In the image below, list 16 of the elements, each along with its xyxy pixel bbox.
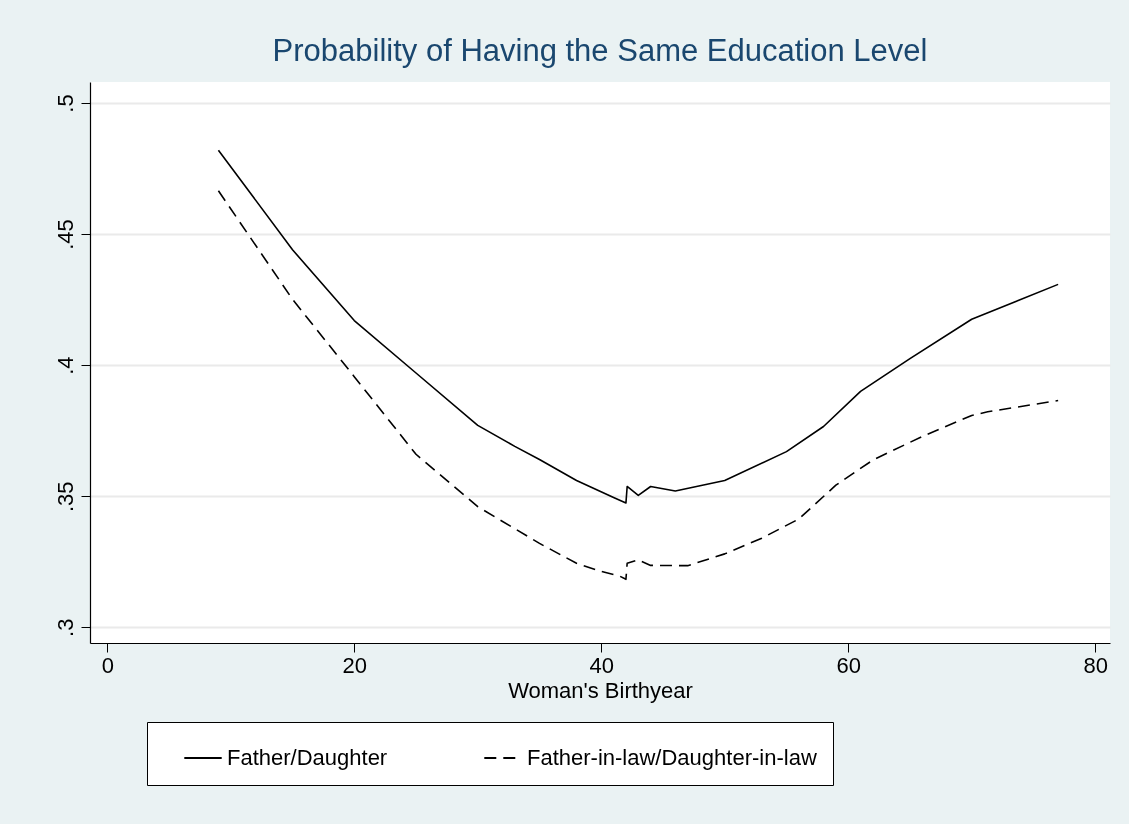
legend-label: Father/Daughter: [227, 745, 388, 770]
x-tick-label: 20: [342, 652, 367, 678]
x-axis-title: Woman's Birthyear: [508, 677, 693, 703]
x-tick-label: 80: [1083, 652, 1108, 678]
line-series: [217, 149, 1059, 504]
y-tick-label: .5: [52, 94, 78, 113]
y-tick-label: .3: [52, 618, 78, 637]
x-tick-label: 40: [589, 652, 614, 678]
y-tick-label: .35: [52, 481, 78, 512]
line-series: [217, 189, 1059, 581]
legend-label: Father-in-law/Daughter-in-law: [527, 745, 817, 770]
y-tick-label: .4: [52, 356, 78, 375]
x-tick-label: 60: [836, 652, 861, 678]
y-tick-label: .45: [52, 219, 78, 250]
x-tick-label: 0: [101, 652, 114, 678]
chart-title: Probability of Having the Same Education Level: [272, 33, 928, 68]
